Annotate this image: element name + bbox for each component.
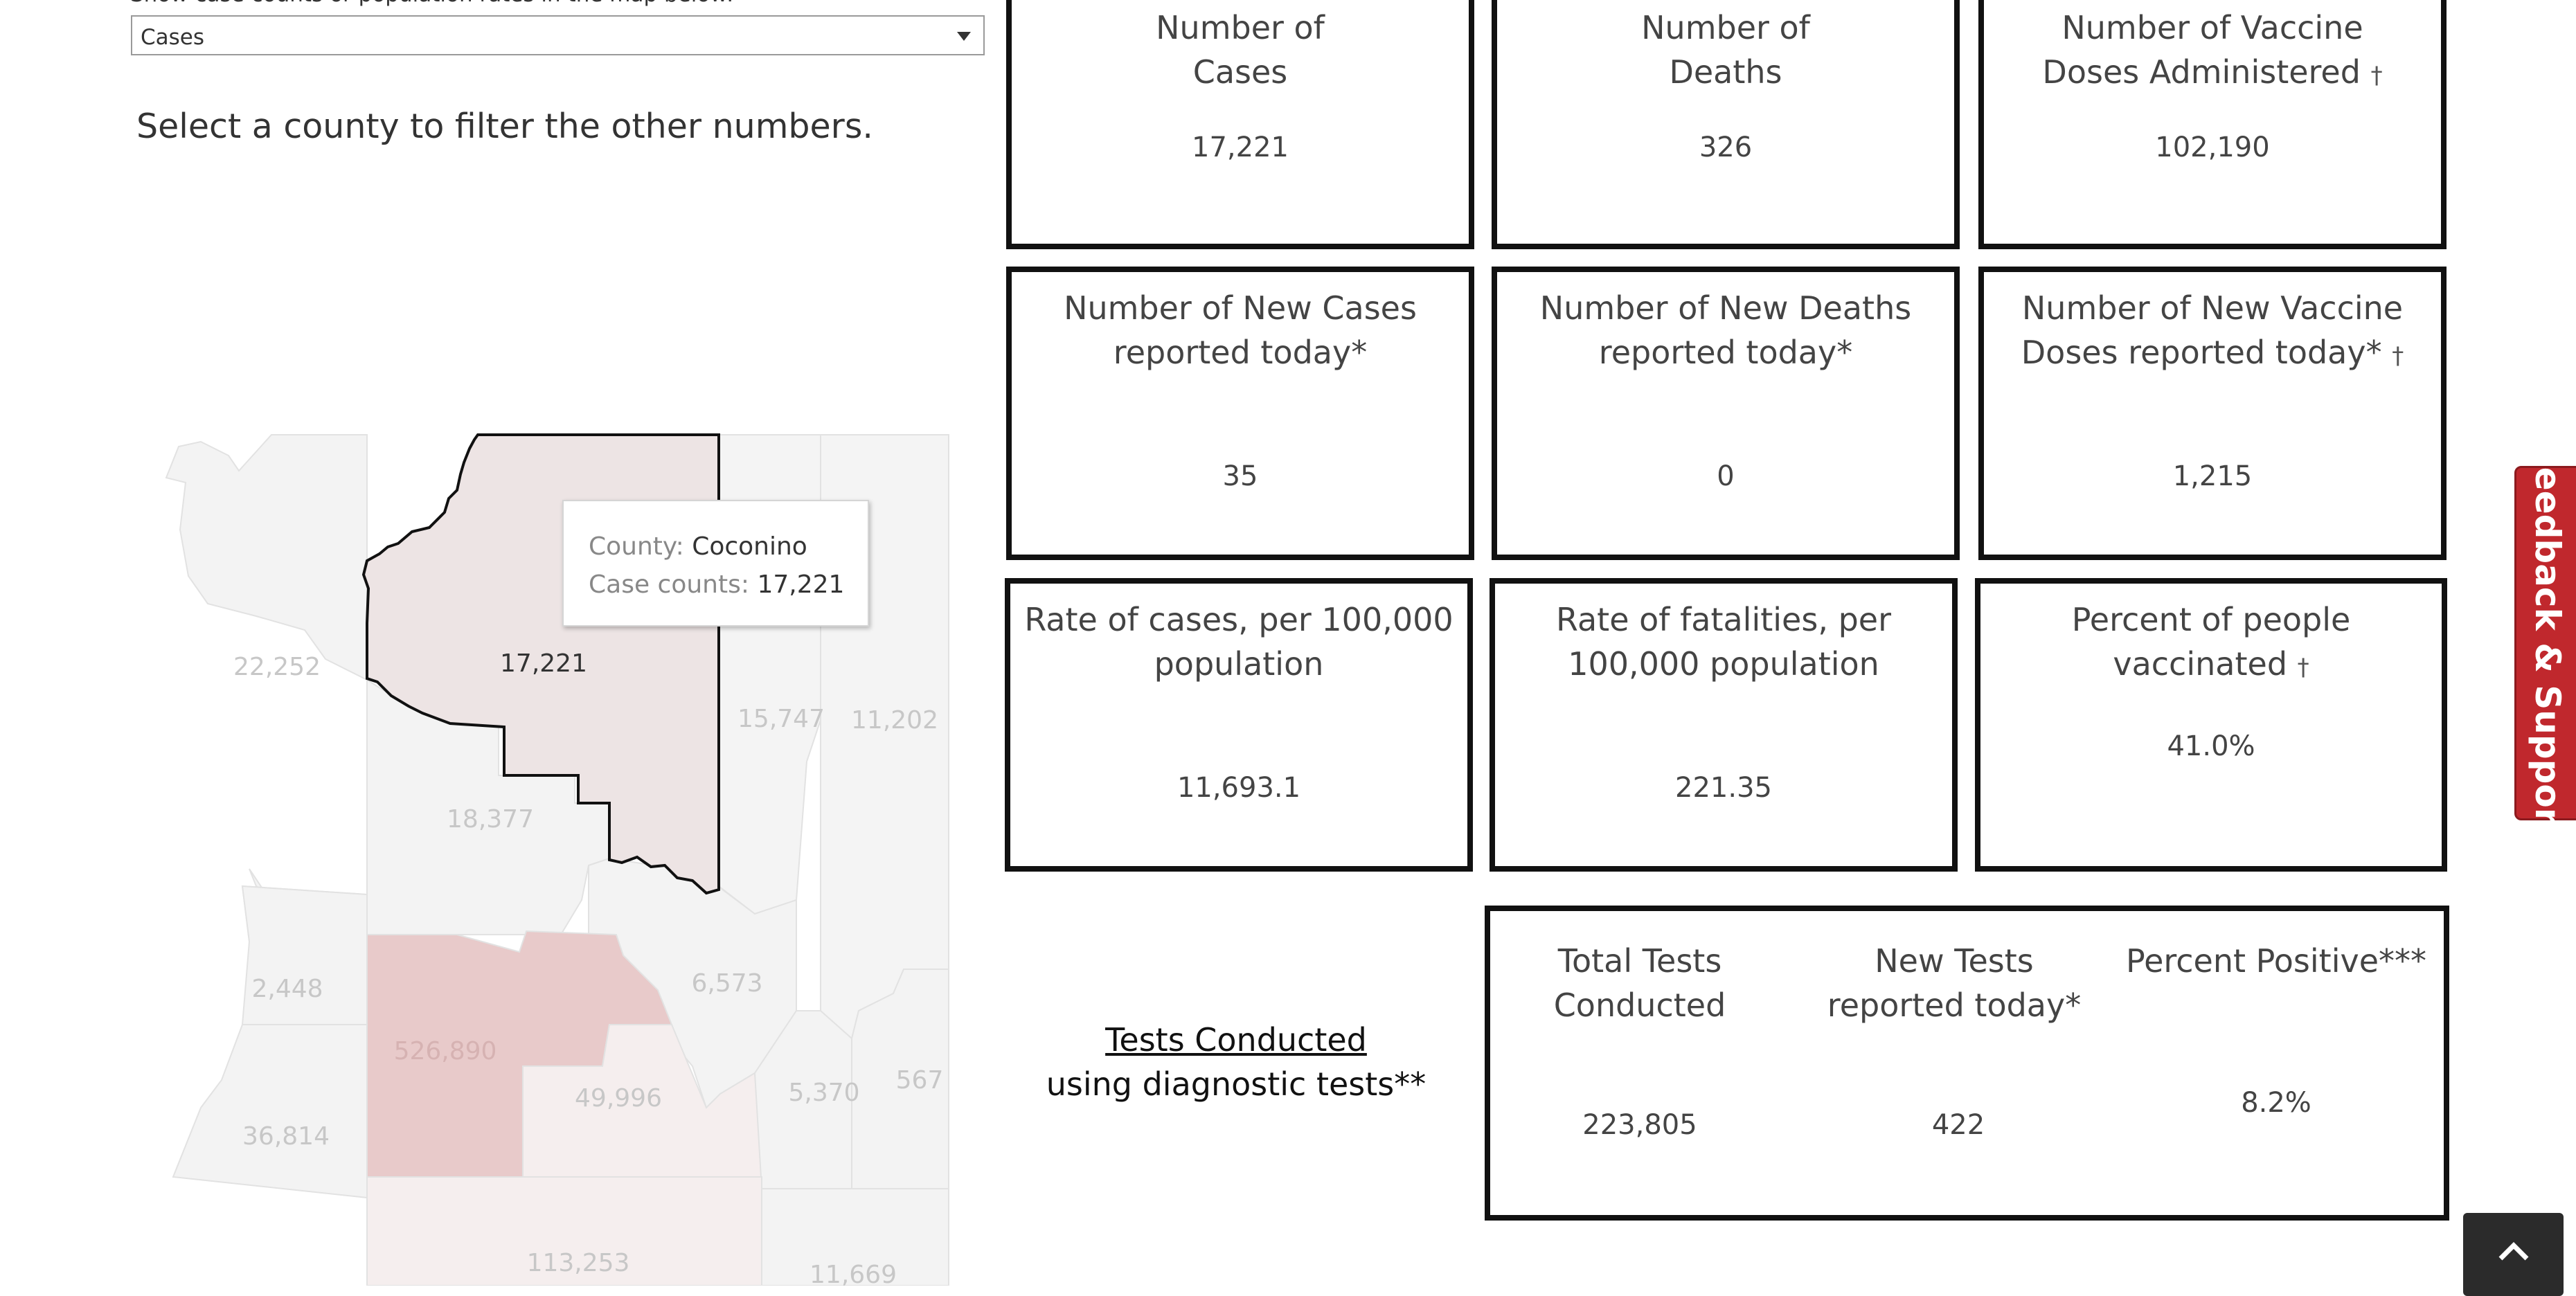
card-title: population <box>1154 645 1324 683</box>
map-tooltip: County: Coconino Case counts: 17,221 <box>562 500 869 627</box>
tests-summary-box: Total Tests Conducted 223,805 New Tests … <box>1485 906 2449 1221</box>
dagger-footnote: † <box>2370 62 2383 89</box>
new-tests-title: reported today* <box>1827 987 2082 1024</box>
county-label-coconino: 17,221 <box>500 649 587 678</box>
total-tests-title: Conducted <box>1553 987 1726 1024</box>
card-new-deaths: Number of New Deaths reported today* 0 <box>1492 267 1960 560</box>
tooltip-county-key: County: <box>589 532 684 561</box>
tooltip-county-value: Coconino <box>692 532 807 561</box>
chevron-up-icon <box>2498 1242 2529 1261</box>
percent-positive-title: Percent Positive*** <box>2125 942 2427 980</box>
county-label-graham: 5,370 <box>788 1079 859 1107</box>
card-title: reported today* <box>1598 334 1853 371</box>
total-tests-title: Total Tests <box>1557 942 1722 980</box>
card-value: 41.0% <box>2167 730 2255 762</box>
instruction-text: Select a county to filter the other numb… <box>136 107 873 146</box>
county-label-apache: 11,202 <box>851 706 938 735</box>
feedback-support-tab[interactable]: Feedback & Support <box>2514 445 2576 841</box>
tooltip-cases-value: 17,221 <box>757 570 845 599</box>
card-value: 11,693.1 <box>1177 772 1301 804</box>
tests-conducted-heading: Tests Conducted using diagnostic tests** <box>1001 1018 1472 1106</box>
card-title: Rate of cases, per 100,000 <box>1024 601 1454 638</box>
arizona-county-map[interactable]: 22,252 17,221 15,747 11,202 18,377 2,448… <box>159 415 976 1289</box>
card-title: reported today* <box>1113 334 1368 371</box>
county-label-yavapai: 18,377 <box>447 805 534 834</box>
county-label-greenlee: 567 <box>896 1066 944 1095</box>
tests-conducted-link[interactable]: Tests Conducted <box>1105 1021 1367 1059</box>
county-label-maricopa: 526,890 <box>394 1037 497 1065</box>
back-to-top-button[interactable] <box>2463 1213 2564 1296</box>
card-value: 17,221 <box>1192 132 1289 163</box>
card-title: Number of <box>1156 9 1325 46</box>
county-label-cochise: 11,669 <box>810 1261 897 1286</box>
card-title: Number of New Cases <box>1064 289 1417 327</box>
card-value: 221.35 <box>1675 772 1772 804</box>
card-title: Number of New Deaths <box>1539 289 1912 327</box>
county-label-navajo: 15,747 <box>737 705 825 733</box>
card-fatality-rate: Rate of fatalities, per 100,000 populatio… <box>1490 578 1958 872</box>
county-label-gila: 6,573 <box>691 969 762 998</box>
card-value: 326 <box>1699 132 1753 163</box>
tests-conducted-subtitle: using diagnostic tests** <box>1046 1065 1426 1103</box>
card-title: Cases <box>1192 53 1288 91</box>
county-mohave <box>165 434 368 681</box>
card-title: Percent of people vaccinated <box>2071 601 2351 683</box>
percent-positive-value: 8.2% <box>2241 1087 2311 1119</box>
card-number-of-cases: Number of Cases 17,221 <box>1006 0 1474 249</box>
dagger-footnote: † <box>2392 342 2404 370</box>
new-tests-title: New Tests <box>1875 942 2034 980</box>
card-title: Number of New Vaccine <box>2021 289 2404 327</box>
new-tests-value: 422 <box>1931 1109 1985 1141</box>
dagger-footnote: † <box>2297 654 2309 681</box>
total-tests-value: 223,805 <box>1582 1109 1697 1141</box>
card-title: 100,000 population <box>1568 645 1879 683</box>
card-value: 1,215 <box>2172 460 2253 492</box>
chevron-down-icon <box>957 32 971 41</box>
card-new-cases: Number of New Cases reported today* 35 <box>1006 267 1474 560</box>
map-filter-selected: Cases <box>141 25 205 50</box>
card-title: Doses Administered <box>2042 53 2361 91</box>
card-percent-vaccinated: Percent of people vaccinated † 41.0% <box>1975 578 2447 872</box>
map-filter-dropdown[interactable]: Cases <box>131 15 985 55</box>
card-value: 0 <box>1717 460 1735 492</box>
county-label-pinal: 49,996 <box>575 1084 662 1113</box>
card-value: 35 <box>1222 460 1258 492</box>
county-label-yuma: 36,814 <box>242 1122 330 1151</box>
tooltip-cases-key: Case counts: <box>589 570 749 599</box>
card-title: Number of Vaccine <box>2061 9 2363 46</box>
card-case-rate: Rate of cases, per 100,000 population 11,… <box>1005 578 1473 872</box>
card-new-vaccine-doses: Number of New Vaccine Doses reported toda… <box>1978 267 2447 560</box>
county-label-la-paz: 2,448 <box>251 975 323 1003</box>
card-number-of-deaths: Number of Deaths 326 <box>1492 0 1960 249</box>
county-yuma <box>172 1024 368 1199</box>
card-title: Number of <box>1641 9 1810 46</box>
county-label-mohave: 22,252 <box>233 653 321 681</box>
map-filter-label: Show case counts or population rates in … <box>130 0 733 7</box>
card-number-of-vaccine-doses: Number of Vaccine Doses Administered † 10… <box>1978 0 2447 249</box>
card-title: Rate of fatalities, per <box>1556 601 1891 638</box>
card-title: Doses reported today* <box>2021 334 2382 371</box>
feedback-support-label: Feedback & Support <box>2527 444 2568 842</box>
card-title: Deaths <box>1669 53 1782 91</box>
county-label-pima: 113,253 <box>527 1249 630 1277</box>
card-value: 102,190 <box>2155 132 2270 163</box>
